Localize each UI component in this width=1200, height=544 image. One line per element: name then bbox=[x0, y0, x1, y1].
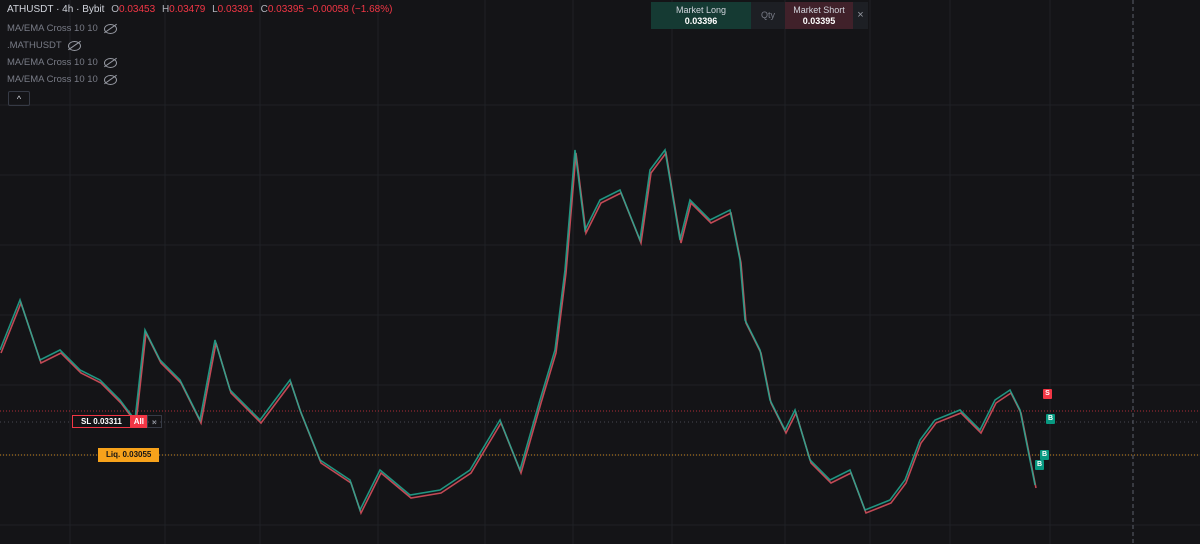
short-price: 0.03395 bbox=[802, 16, 836, 26]
liquidation-label: Liq. 0.03055 bbox=[98, 448, 160, 462]
indicator[interactable]: MA/EMA Cross 10 10 bbox=[7, 57, 117, 68]
stop-loss-order[interactable]: SL 0.03311 All × bbox=[72, 415, 162, 428]
ohlc-value: 0.03395 bbox=[267, 4, 304, 15]
market-short-button[interactable]: Market Short 0.03395 bbox=[785, 2, 853, 29]
sl-all-button[interactable]: All bbox=[130, 415, 148, 428]
long-price: 0.03396 bbox=[684, 16, 718, 26]
change-pct: (−1.68%) bbox=[351, 4, 393, 15]
buy-marker[interactable]: B bbox=[1040, 450, 1049, 460]
ohlc-value: 0.03391 bbox=[217, 4, 254, 15]
close-button[interactable]: × bbox=[853, 2, 868, 29]
symbol-header: ATHUSDT · 4h · Bybit O0.03453 H0.03479 L… bbox=[7, 4, 392, 15]
ohlc-key: C bbox=[260, 4, 268, 15]
visibility-icon[interactable] bbox=[103, 23, 117, 34]
indicator-label: .MATHUSDT bbox=[7, 40, 62, 51]
indicator-label: MA/EMA Cross 10 10 bbox=[7, 23, 98, 34]
market-long-button[interactable]: Market Long 0.03396 bbox=[651, 2, 751, 29]
buy-marker[interactable]: B bbox=[1046, 414, 1055, 424]
visibility-icon[interactable] bbox=[67, 40, 81, 51]
symbol-title: ATHUSDT · 4h · Bybit bbox=[7, 4, 105, 15]
short-label: Market Short bbox=[793, 5, 845, 15]
price-trace-up bbox=[0, 148, 1036, 513]
sl-cancel[interactable]: × bbox=[147, 415, 162, 428]
qty-field[interactable]: Qty bbox=[751, 2, 785, 29]
qty-label: Qty bbox=[760, 10, 775, 20]
ohlc-key: H bbox=[161, 4, 170, 15]
collapse-button[interactable]: ^ bbox=[8, 91, 30, 106]
ohlc-key: L bbox=[212, 4, 218, 15]
indicator-label: MA/EMA Cross 10 10 bbox=[7, 74, 98, 85]
sl-label: SL 0.03311 bbox=[72, 415, 131, 428]
indicator[interactable]: MA/EMA Cross 10 10 bbox=[7, 23, 117, 34]
buy-marker[interactable]: B bbox=[1035, 460, 1044, 470]
indicator-label: MA/EMA Cross 10 10 bbox=[7, 57, 98, 68]
visibility-icon[interactable] bbox=[103, 57, 117, 68]
long-label: Market Long bbox=[675, 5, 727, 15]
indicator[interactable]: .MATHUSDT bbox=[7, 40, 81, 51]
ohlc-value: 0.03479 bbox=[169, 4, 206, 15]
trade-panel: Market Long 0.03396 Qty Market Short 0.033… bbox=[651, 2, 868, 29]
ohlc-value: 0.03453 bbox=[119, 4, 156, 15]
ohlc-key: O bbox=[111, 4, 119, 15]
sell-marker[interactable]: S bbox=[1043, 389, 1052, 399]
indicator[interactable]: MA/EMA Cross 10 10 bbox=[7, 74, 117, 85]
change: −0.00058 bbox=[306, 4, 349, 15]
visibility-icon[interactable] bbox=[103, 74, 117, 85]
